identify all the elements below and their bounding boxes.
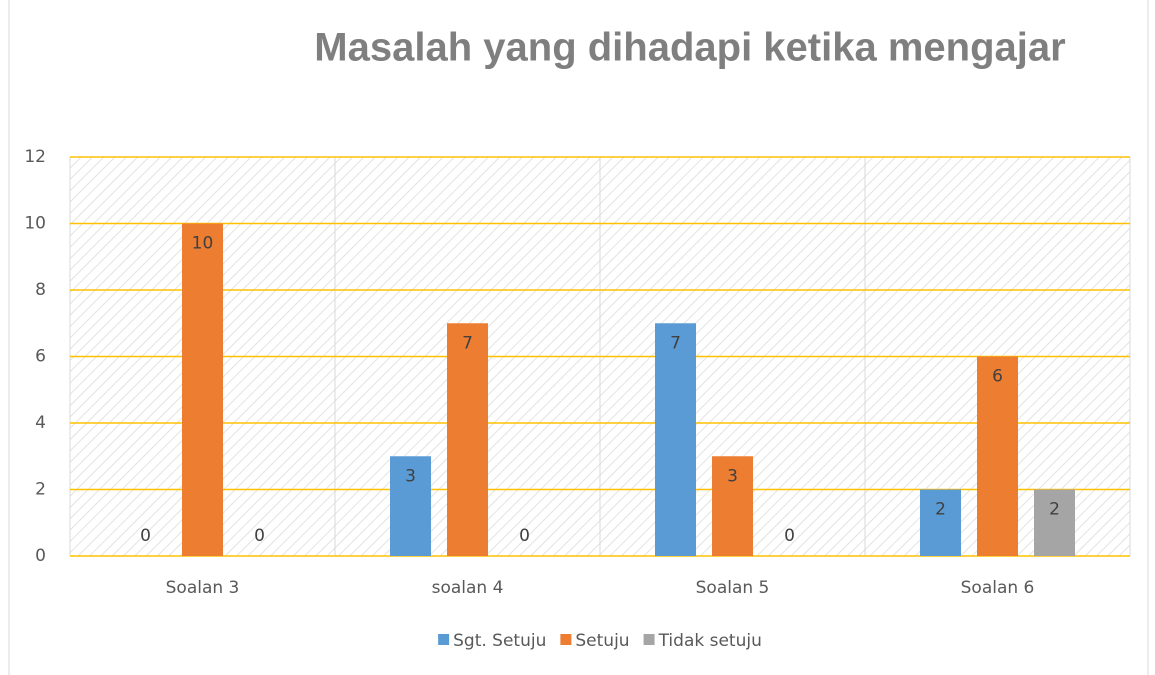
y-tick-label: 12	[24, 147, 46, 167]
x-tick-label: Soalan 5	[696, 578, 770, 598]
bar	[977, 356, 1018, 556]
chart-title: Masalah yang dihadapi ketika mengajar	[314, 26, 1065, 70]
bar	[447, 323, 488, 556]
y-tick-label: 8	[35, 280, 46, 300]
data-label: 3	[727, 466, 738, 486]
y-tick-label: 6	[35, 347, 46, 367]
bar	[655, 323, 696, 556]
data-label: 3	[405, 466, 416, 486]
data-label: 7	[462, 333, 473, 353]
bar	[390, 456, 431, 556]
x-tick-label: Soalan 3	[166, 578, 240, 598]
data-label: 0	[140, 526, 151, 546]
data-label: 10	[192, 234, 214, 254]
data-label: 6	[992, 367, 1003, 387]
bar	[182, 223, 223, 556]
data-label: 7	[670, 333, 681, 353]
data-label: 2	[1049, 500, 1060, 520]
chart-border	[8, 0, 1149, 675]
bar	[712, 456, 753, 556]
data-label: 0	[784, 526, 795, 546]
legend-swatch	[438, 634, 450, 645]
bar	[1034, 489, 1075, 556]
legend-swatch	[643, 634, 655, 645]
data-label: 2	[935, 500, 946, 520]
legend-label: Sgt. Setuju	[453, 631, 546, 651]
data-label: 0	[254, 526, 265, 546]
legend-swatch	[560, 634, 572, 645]
x-tick-label: soalan 4	[432, 578, 504, 598]
y-tick-label: 10	[24, 214, 46, 234]
y-tick-label: 2	[35, 480, 46, 500]
x-tick-label: Soalan 6	[961, 578, 1035, 598]
y-tick-label: 4	[35, 413, 46, 433]
data-label: 0	[519, 526, 530, 546]
legend-label: Setuju	[575, 631, 629, 651]
bar	[920, 489, 961, 556]
y-tick-label: 0	[35, 546, 46, 566]
legend-label: Tidak setuju	[658, 631, 762, 651]
